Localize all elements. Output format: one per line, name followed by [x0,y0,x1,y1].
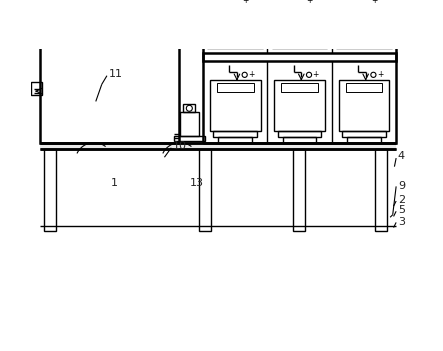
Bar [210,80,260,131]
Bar [203,53,396,61]
Bar [180,112,199,136]
Text: 5: 5 [398,205,405,216]
Bar [199,150,211,231]
Bar [283,138,316,143]
Text: 2: 2 [398,195,405,205]
Bar [359,0,369,3]
Bar [281,84,318,92]
Bar [78,13,112,20]
Bar [40,143,396,150]
Text: 3: 3 [398,217,405,227]
Bar [217,84,254,92]
Bar [31,82,42,95]
Bar [272,0,327,48]
Text: +: + [312,70,319,79]
Text: 13: 13 [190,178,204,188]
Bar [230,0,241,3]
Bar [214,131,257,138]
Bar [40,20,179,143]
Bar [70,0,120,13]
Text: 11: 11 [109,69,123,79]
Text: +: + [377,70,383,79]
Bar [183,104,195,112]
Text: +: + [307,0,313,5]
Text: 10: 10 [173,141,187,151]
Text: +: + [371,0,377,5]
Bar [338,80,389,131]
Text: +: + [248,70,254,79]
Bar [346,84,382,92]
Bar [336,0,392,48]
Bar [203,0,396,143]
Bar [295,0,305,3]
Bar [342,131,386,138]
Bar [293,150,305,231]
Text: 1: 1 [111,178,118,188]
Bar [218,138,252,143]
Bar [274,80,325,131]
Bar [347,138,381,143]
Bar [375,150,387,231]
Bar [207,0,263,48]
Text: +: + [242,0,249,5]
Bar [70,5,120,13]
Text: 9: 9 [398,180,405,191]
Bar [174,136,205,141]
Text: 4: 4 [398,151,405,161]
Bar [44,150,56,231]
Bar [278,131,322,138]
